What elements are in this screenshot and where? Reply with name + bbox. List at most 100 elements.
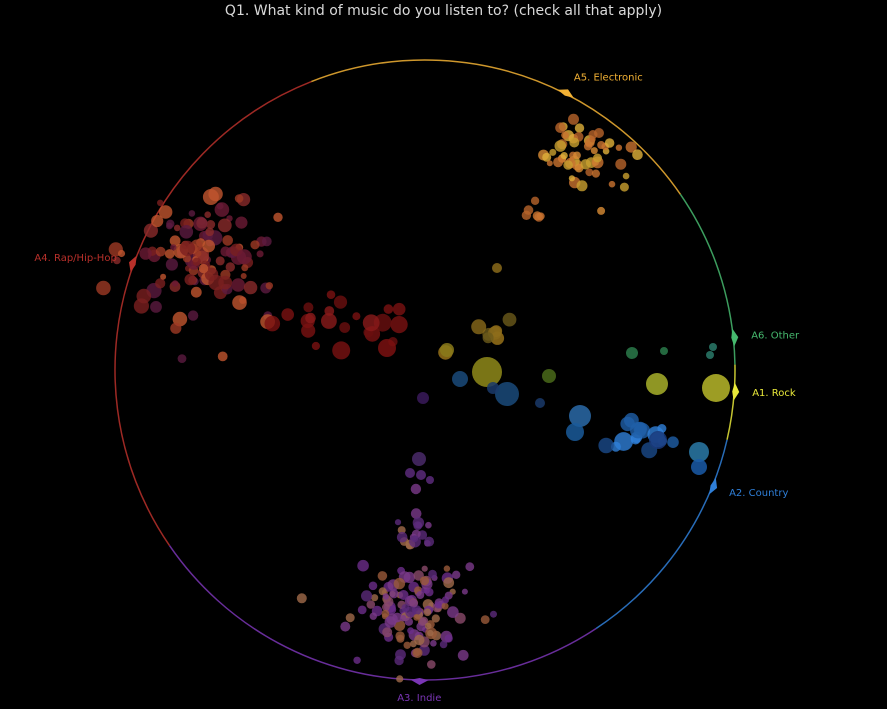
data-point <box>709 343 717 351</box>
data-point-indie <box>381 609 390 618</box>
data-point-rap-tail <box>333 295 348 309</box>
ring-arc <box>419 627 597 681</box>
data-point-rap <box>225 262 235 272</box>
data-point-rap <box>165 258 178 271</box>
data-point-indie <box>424 587 434 597</box>
data-point-rap <box>190 286 202 298</box>
data-point-rap <box>188 210 196 217</box>
data-point-indie <box>404 617 413 626</box>
data-point-rap <box>235 216 248 229</box>
data-point-rap <box>170 244 177 251</box>
data-point-indie <box>296 593 307 604</box>
data-point-electronic <box>591 169 601 178</box>
data-point-indie <box>361 590 373 602</box>
data-point-electronic <box>568 175 576 182</box>
ring-arc <box>168 545 420 681</box>
anchor-label: A4. Rap/Hip-Hop <box>34 253 116 264</box>
data-point-indie <box>403 641 411 649</box>
data-point-indie <box>441 602 449 610</box>
data-point <box>487 382 499 394</box>
data-point-rap <box>184 273 196 286</box>
data-point-rap <box>139 247 152 260</box>
data-point-rap <box>198 263 209 274</box>
data-point-electronic-tail <box>532 211 542 221</box>
data-point-electronic-tail <box>530 196 540 205</box>
data-point-indie <box>480 615 490 624</box>
chart-title: Q1. What kind of music do you listen to?… <box>224 3 663 19</box>
data-point-indie-top <box>410 483 422 495</box>
data-point-indie <box>439 640 448 649</box>
data-point-rap <box>241 264 249 272</box>
anchor-marker <box>128 255 137 273</box>
anchor-label: A1. Rock <box>752 388 796 399</box>
data-point-electronic <box>580 159 591 170</box>
data-point <box>569 405 591 427</box>
data-point <box>542 369 556 383</box>
data-point-rap <box>243 280 258 295</box>
data-point-indie-top <box>410 508 422 519</box>
data-point-indie-top <box>412 517 425 529</box>
data-point-rap <box>265 282 273 290</box>
data-point-electronic <box>573 151 581 160</box>
data-point-electronic <box>561 131 569 140</box>
data-point <box>566 423 584 441</box>
data-point-rap <box>215 256 225 266</box>
ring-arc <box>132 80 312 265</box>
data-point-rap <box>261 236 272 247</box>
data-point-indie <box>441 596 449 604</box>
data-point-rap <box>232 295 247 310</box>
data-point-rap <box>256 250 264 258</box>
data-point-rap <box>155 278 166 289</box>
ring-arc <box>726 391 735 440</box>
ring-arc <box>114 263 171 547</box>
data-point-rap-tail <box>311 341 320 351</box>
data-point-rap <box>96 280 111 296</box>
data-point <box>702 374 730 402</box>
data-point-indie <box>427 660 436 669</box>
data-point-indie <box>357 559 369 572</box>
data-point-rap <box>171 280 179 287</box>
data-point-rap <box>179 225 194 239</box>
data-point <box>535 398 545 408</box>
data-point-rap <box>170 322 182 334</box>
data-point-electronic <box>597 206 606 215</box>
data-point-electronic <box>563 160 573 170</box>
dots-group <box>96 113 730 683</box>
data-point-indie-top <box>424 536 435 547</box>
data-point-electronic <box>576 180 588 192</box>
data-point-rap <box>169 235 181 247</box>
data-point-rap <box>160 273 167 280</box>
ring-arc <box>565 93 682 195</box>
ring-arc <box>595 485 714 630</box>
data-point-rap <box>187 310 199 321</box>
data-point <box>417 392 429 404</box>
data-point-rap <box>217 351 228 362</box>
anchor-marker <box>709 477 718 495</box>
data-point <box>452 371 468 387</box>
data-point-indie <box>396 675 404 683</box>
anchor-marker <box>410 678 429 685</box>
data-point-indie <box>400 615 407 622</box>
data-point-rap-tail <box>321 313 337 329</box>
data-point-rap <box>240 273 247 279</box>
data-point-rap-tail <box>383 304 394 314</box>
data-point-rap <box>158 205 173 219</box>
data-point-electronic <box>593 153 602 163</box>
data-point-rap <box>117 249 126 258</box>
data-point-indie <box>430 640 437 647</box>
ring-arc <box>311 59 567 95</box>
data-point-indie <box>447 606 459 618</box>
data-point-indie <box>490 610 497 618</box>
data-point-electronic <box>554 140 567 152</box>
data-point <box>412 452 426 466</box>
data-point-indie <box>397 526 406 535</box>
data-point <box>405 468 415 478</box>
data-point-rap-tail <box>281 308 295 321</box>
data-point-indie <box>357 605 367 615</box>
data-point-indie <box>384 616 397 628</box>
ring-group <box>114 59 736 681</box>
data-point-rap-tail <box>339 322 351 333</box>
data-point-country <box>667 436 679 449</box>
data-point-indie <box>366 600 376 609</box>
data-point-electronic <box>588 130 598 139</box>
